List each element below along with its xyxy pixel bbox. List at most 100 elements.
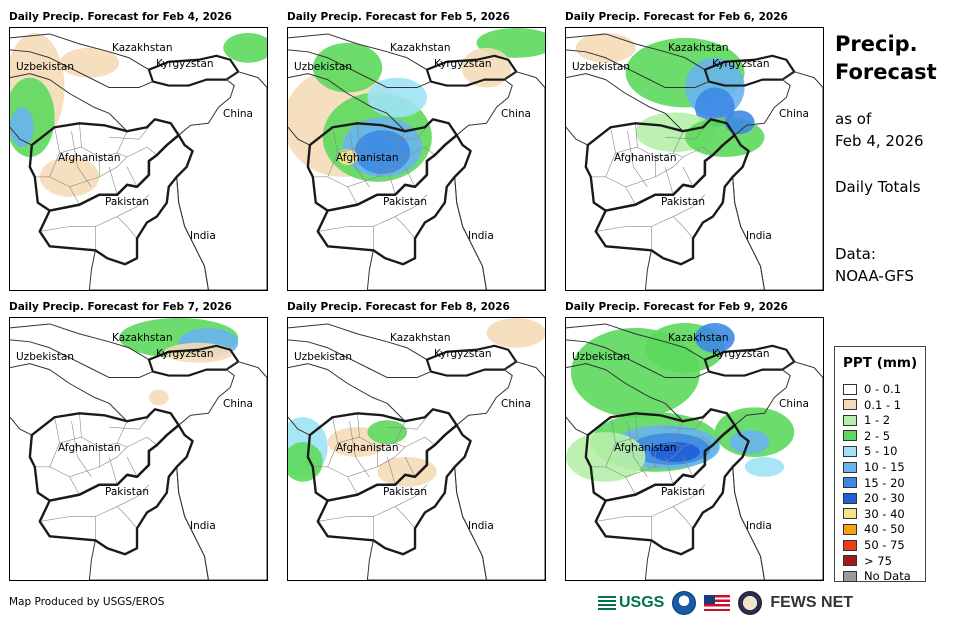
province-boundary <box>69 476 80 495</box>
province-boundary <box>610 127 638 154</box>
province-boundary <box>126 456 138 477</box>
country-label-uzbekistan: Uzbekistan <box>294 351 352 363</box>
usgs-text: USGS <box>619 594 665 611</box>
title-line-1: Precip. <box>835 32 918 56</box>
legend-label: 30 - 40 <box>864 506 905 521</box>
country-label-kyrgyzstan: Kyrgyzstan <box>712 58 770 70</box>
country-label-china: China <box>501 398 531 410</box>
legend-swatch <box>843 383 857 395</box>
country-label-india: India <box>190 520 216 532</box>
province-boundary <box>386 166 396 195</box>
legend-label: 40 - 50 <box>864 522 905 537</box>
province-boundary <box>395 152 406 158</box>
data-label: Data: <box>835 245 876 263</box>
province-boundary <box>79 413 128 448</box>
kazakhstan-boundary <box>288 323 432 379</box>
legend-swatch <box>843 414 857 426</box>
legend-swatch <box>843 508 857 520</box>
legend-item: No Data <box>843 568 911 584</box>
country-label-kazakhstan: Kazakhstan <box>390 332 451 344</box>
country-label-china: China <box>223 108 253 120</box>
title-line-2: Forecast <box>835 60 937 84</box>
legend-label: 20 - 30 <box>864 491 905 506</box>
kazakhstan-boundary <box>566 323 710 379</box>
precip-area <box>575 32 636 63</box>
country-label-pakistan: Pakistan <box>661 486 705 498</box>
country-label-india: India <box>746 520 772 532</box>
legend-swatch <box>843 555 857 567</box>
precip-area <box>367 77 427 118</box>
china-boundary <box>454 361 545 580</box>
legend-label: 50 - 75 <box>864 538 905 552</box>
forecast-map: Kazakhstan Uzbekistan Kyrgyzstan China Afgha… <box>287 317 546 581</box>
precip-area <box>39 157 100 197</box>
country-label-kyrgyzstan: Kyrgyzstan <box>434 58 492 70</box>
province-boundary <box>357 413 406 448</box>
data-value: NOAA-GFS <box>835 267 914 285</box>
panel-title: Daily Precip. Forecast for Feb 6, 2026 <box>565 11 788 23</box>
precip-area <box>148 389 169 406</box>
province-boundary <box>54 127 82 154</box>
province-boundary <box>595 194 706 232</box>
legend-swatch <box>843 570 857 582</box>
country-label-india: India <box>746 230 772 242</box>
legend-item: 10 - 15 <box>843 459 905 475</box>
country-label-afghanistan: Afghanistan <box>58 442 121 454</box>
logos: USGS FEWS NET <box>598 590 853 616</box>
legend-item: 20 - 30 <box>843 490 905 506</box>
as-of-date: as of Feb 4, 2026 <box>835 108 924 152</box>
country-label-uzbekistan: Uzbekistan <box>572 351 630 363</box>
province-boundary <box>54 417 82 444</box>
legend-swatch <box>843 492 857 504</box>
forecast-map: Kazakhstan Uzbekistan Kyrgyzstan China Afgha… <box>9 27 268 291</box>
country-label-china: China <box>779 108 809 120</box>
country-label-kyrgyzstan: Kyrgyzstan <box>156 58 214 70</box>
province-boundary <box>635 413 684 448</box>
province-boundary <box>404 456 416 477</box>
country-label-afghanistan: Afghanistan <box>614 152 677 164</box>
legend-item: 1 - 2 <box>843 412 890 428</box>
legend-label: 1 - 2 <box>864 413 891 428</box>
province-boundary <box>69 186 80 205</box>
precip-area <box>163 342 234 363</box>
province-boundary <box>116 216 138 239</box>
map-svg <box>288 318 545 580</box>
province-boundary <box>625 476 636 495</box>
afghanistan-boundary <box>306 408 458 502</box>
china-boundary <box>454 71 545 290</box>
legend-label: 15 - 20 <box>864 475 905 490</box>
as-of-value: Feb 4, 2026 <box>835 132 924 150</box>
legend-swatch <box>843 399 857 411</box>
country-label-kazakhstan: Kazakhstan <box>390 42 451 54</box>
uzbekistan-boundary <box>10 363 128 436</box>
legend-swatch <box>843 445 857 457</box>
country-label-india: India <box>468 520 494 532</box>
legend-swatch <box>843 539 857 551</box>
forecast-map: Kazakhstan Uzbekistan Kyrgyzstan China Afgha… <box>565 317 824 581</box>
country-label-kyrgyzstan: Kyrgyzstan <box>712 348 770 360</box>
province-boundary <box>386 456 396 485</box>
country-label-uzbekistan: Uzbekistan <box>16 351 74 363</box>
country-label-uzbekistan: Uzbekistan <box>294 61 352 73</box>
panel-title: Daily Precip. Forecast for Feb 8, 2026 <box>287 301 510 313</box>
afghanistan-boundary <box>28 408 180 502</box>
province-boundary <box>672 216 694 239</box>
province-boundary <box>672 506 694 529</box>
province-boundary <box>595 484 706 522</box>
legend-item: 0 - 0.1 <box>843 381 901 397</box>
legend-title: PPT (mm) <box>843 355 918 371</box>
totals-label: Daily Totals <box>835 178 921 196</box>
legend-label: No Data <box>864 569 911 584</box>
legend-label: 0.1 - 1 <box>864 397 902 412</box>
precip-area <box>694 322 735 353</box>
map-svg <box>288 28 545 290</box>
us-flag-icon <box>704 595 731 611</box>
map-svg <box>10 318 267 580</box>
province-boundary <box>71 131 92 187</box>
country-label-pakistan: Pakistan <box>105 196 149 208</box>
country-label-india: India <box>190 230 216 242</box>
province-boundary <box>682 166 694 187</box>
country-label-india: India <box>468 230 494 242</box>
forecast-map: Kazakhstan Uzbekistan Kyrgyzstan China Afgha… <box>9 317 268 581</box>
